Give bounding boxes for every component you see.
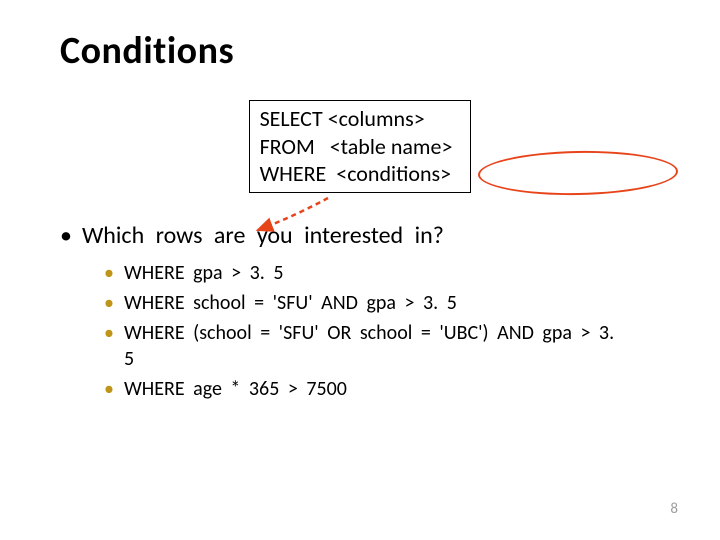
sub-bullet-item: WHERE gpa > 3. 5: [104, 260, 630, 286]
sub-bullet-list: WHERE gpa > 3. 5 WHERE school = 'SFU' AN…: [104, 260, 630, 402]
code-line-where: WHERE <conditions>: [260, 160, 453, 188]
sql-code-box: SELECT <columns> FROM <table name> WHERE…: [249, 100, 472, 193]
main-bullet-text: Which rows are you interested in?: [82, 221, 444, 250]
sub-bullet-text: WHERE (school = 'SFU' OR school = 'UBC')…: [124, 320, 630, 372]
circle-annotation-icon: [477, 149, 678, 196]
slide-container: Conditions SELECT <columns> FROM <table …: [0, 0, 720, 540]
slide-title: Conditions: [60, 28, 660, 74]
code-box-wrap: SELECT <columns> FROM <table name> WHERE…: [60, 100, 660, 193]
sub-bullet-item: WHERE school = 'SFU' AND gpa > 3. 5: [104, 290, 630, 316]
code-line-select: SELECT <columns>: [260, 105, 453, 133]
sub-bullet-text: WHERE school = 'SFU' AND gpa > 3. 5: [124, 290, 630, 316]
sub-bullet-item: WHERE (school = 'SFU' OR school = 'UBC')…: [104, 320, 630, 372]
code-line-from: FROM <table name>: [260, 133, 453, 161]
sub-bullet-text: WHERE gpa > 3. 5: [124, 260, 630, 286]
sub-bullet-item: WHERE age * 365 > 7500: [104, 376, 630, 402]
main-bullet: Which rows are you interested in?: [60, 221, 660, 250]
page-number: 8: [670, 500, 678, 518]
sub-bullet-text: WHERE age * 365 > 7500: [124, 376, 630, 402]
